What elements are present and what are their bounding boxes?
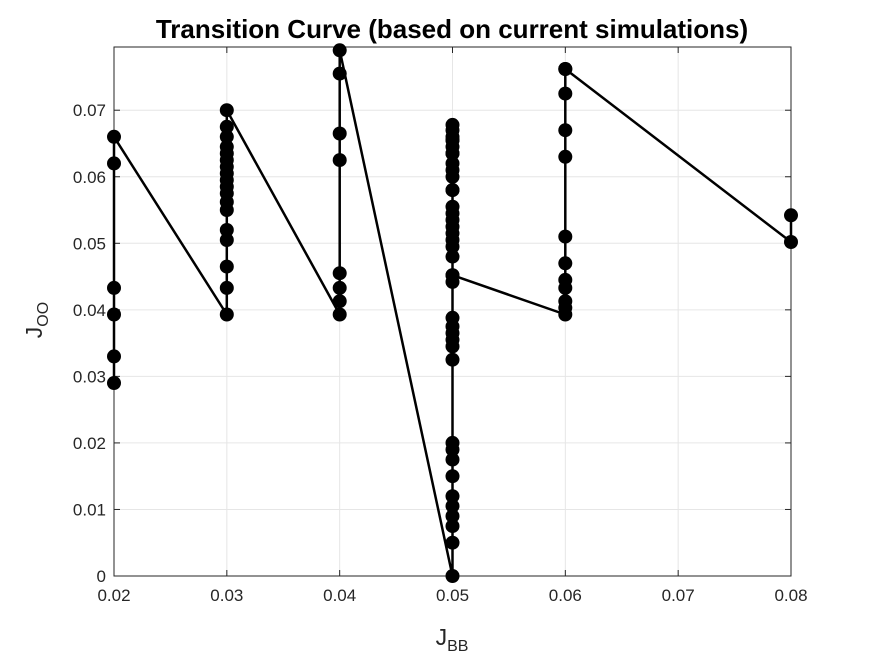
data-point bbox=[107, 349, 121, 364]
data-point bbox=[332, 43, 347, 58]
data-point bbox=[445, 352, 460, 367]
data-point bbox=[332, 294, 347, 309]
data-point bbox=[784, 208, 798, 223]
data-point bbox=[332, 307, 347, 322]
data-point bbox=[558, 294, 573, 309]
data-point bbox=[332, 66, 347, 81]
data-point bbox=[445, 117, 460, 132]
data-point bbox=[445, 310, 460, 325]
data-point bbox=[219, 119, 234, 134]
data-point bbox=[332, 280, 347, 295]
y-axis-label: JOO bbox=[21, 302, 52, 338]
data-point bbox=[558, 149, 573, 164]
data-point bbox=[107, 376, 121, 390]
data-point bbox=[219, 129, 234, 144]
data-point bbox=[445, 163, 460, 178]
data-point bbox=[332, 153, 347, 168]
data-point bbox=[445, 268, 460, 283]
x-tick-label: 0.04 bbox=[323, 586, 356, 605]
data-point bbox=[107, 307, 121, 322]
data-point bbox=[445, 249, 460, 264]
y-tick-label: 0.02 bbox=[73, 434, 106, 453]
data-point bbox=[219, 280, 234, 295]
y-tick-label: 0.05 bbox=[73, 234, 106, 253]
data-point bbox=[219, 139, 234, 154]
x-tick-label: 0.02 bbox=[97, 586, 130, 605]
data-point bbox=[445, 499, 460, 514]
data-point bbox=[558, 86, 573, 101]
data-point bbox=[558, 229, 573, 244]
data-point bbox=[445, 452, 460, 467]
y-axis-label-subscript: OO bbox=[35, 302, 52, 327]
data-point bbox=[445, 489, 460, 504]
x-tick-label: 0.08 bbox=[774, 586, 807, 605]
data-point bbox=[332, 266, 347, 281]
data-point bbox=[445, 469, 460, 484]
data-point bbox=[784, 235, 798, 249]
data-point bbox=[558, 123, 573, 138]
data-point bbox=[445, 133, 460, 148]
data-point bbox=[219, 259, 234, 274]
y-tick-label: 0.01 bbox=[73, 500, 106, 519]
data-point bbox=[558, 62, 573, 76]
data-point bbox=[219, 223, 234, 237]
x-axis-label-main: J bbox=[436, 624, 448, 650]
data-point bbox=[445, 569, 460, 583]
data-point bbox=[445, 509, 460, 524]
x-tick-label: 0.07 bbox=[662, 586, 695, 605]
data-point bbox=[445, 199, 460, 214]
x-tick-labels: 0.02 0.03 0.04 0.05 0.06 0.07 0.08 bbox=[97, 586, 807, 605]
data-point bbox=[558, 272, 573, 287]
y-tick-label: 0.04 bbox=[73, 301, 106, 320]
data-point bbox=[219, 307, 234, 322]
y-tick-label: 0.06 bbox=[73, 168, 106, 187]
x-tick-label: 0.03 bbox=[210, 586, 243, 605]
data-point bbox=[445, 519, 460, 534]
x-tick-label: 0.06 bbox=[549, 586, 582, 605]
x-axis-label: JBB bbox=[436, 624, 469, 655]
data-point bbox=[332, 126, 347, 141]
x-tick-label: 0.05 bbox=[436, 586, 469, 605]
data-point bbox=[445, 535, 460, 550]
y-tick-label: 0.07 bbox=[73, 101, 106, 120]
x-axis-label-subscript: BB bbox=[447, 638, 468, 655]
data-point bbox=[107, 280, 121, 295]
data-point bbox=[107, 129, 121, 144]
y-axis-label-main: J bbox=[21, 327, 47, 339]
data-markers bbox=[107, 43, 798, 583]
data-point bbox=[219, 233, 234, 247]
y-tick-label: 0 bbox=[97, 567, 106, 586]
data-point bbox=[445, 146, 460, 161]
y-tick-label: 0.03 bbox=[73, 367, 106, 386]
data-point bbox=[107, 156, 121, 171]
data-point bbox=[445, 435, 460, 450]
chart-title: Transition Curve (based on current simul… bbox=[156, 14, 748, 44]
data-point bbox=[558, 256, 573, 271]
y-tick-labels: 0 0.01 0.02 0.03 0.04 0.05 0.06 0.07 bbox=[73, 101, 106, 586]
data-point bbox=[219, 103, 234, 118]
data-point bbox=[445, 183, 460, 198]
